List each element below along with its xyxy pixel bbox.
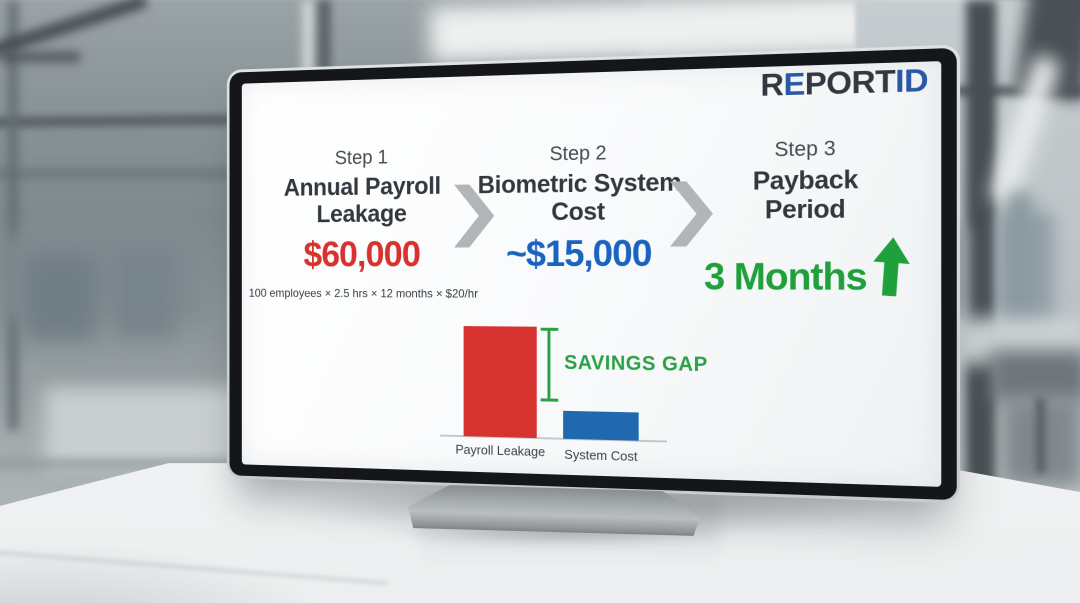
step-value: 3 Months (697, 231, 917, 300)
chevron-right-icon (454, 184, 495, 248)
step-value: $60,000 (303, 233, 421, 274)
step-1-annual-payroll-leakage: Step 1 Annual Payroll Leakage $60,000 10… (249, 145, 478, 301)
window-mullion (935, 86, 1080, 96)
step-title: Payback Period (752, 165, 859, 225)
glass-frame-vertical (8, 0, 18, 430)
window-mullion (966, 0, 996, 515)
step-label: Step 3 (774, 137, 836, 162)
ceiling-beam (0, 52, 80, 62)
office-chair-blur (1036, 398, 1045, 473)
chevron-right-icon (670, 180, 713, 247)
presentation-slide: REPORTID Step 1 Annual Payroll Leakage $… (241, 61, 942, 487)
city-skyline (1008, 192, 1032, 332)
chart-plot-area: SAVINGS GAP (439, 325, 716, 443)
system-cost-bar (563, 410, 639, 441)
logo-segment: R (760, 66, 784, 103)
city-skyline (115, 248, 175, 338)
monitor: REPORTID Step 1 Annual Payroll Leakage $… (226, 44, 961, 504)
savings-gap-label: SAVINGS GAP (564, 351, 708, 377)
step-title: Annual Payroll Leakage (283, 172, 441, 228)
monitor-stand-base (407, 484, 700, 536)
payroll-leakage-bar (463, 326, 537, 439)
bracket-stem (547, 327, 551, 402)
bracket-cap (540, 398, 559, 402)
bar-category-label: System Cost (564, 446, 638, 464)
step-3-payback-period: Step 3 Payback Period 3 Months (697, 136, 917, 300)
payback-value: 3 Months (704, 255, 867, 299)
logo-segment: E (783, 65, 805, 103)
calculation-note: 100 employees × 2.5 hrs × 12 months × $2… (248, 286, 478, 301)
floor-line (0, 460, 325, 467)
office-chair-blur (990, 350, 1080, 402)
step-2-biometric-system-cost: Step 2 Biometric System Cost ~$15,000 (476, 141, 683, 275)
logo-segment: PORT (804, 62, 896, 102)
logo-segment: ID (895, 61, 929, 100)
growth-arrow-icon (870, 236, 912, 307)
savings-gap-chart: SAVINGS GAP Payroll Leakage System Cost (439, 325, 716, 476)
step-label: Step 1 (334, 146, 388, 170)
step-value: ~$15,000 (506, 232, 652, 274)
city-skyline (25, 255, 95, 340)
bar-category-label: Payroll Leakage (455, 441, 546, 460)
step-label: Step 2 (549, 142, 607, 166)
monitor-bezel: REPORTID Step 1 Annual Payroll Leakage $… (229, 47, 957, 501)
step-title: Biometric System Cost (477, 168, 682, 227)
reportid-logo: REPORTID (761, 62, 929, 104)
desk-shading (0, 540, 340, 603)
savings-gap-bracket (540, 327, 560, 402)
glass-frame-horizontal (0, 170, 330, 178)
